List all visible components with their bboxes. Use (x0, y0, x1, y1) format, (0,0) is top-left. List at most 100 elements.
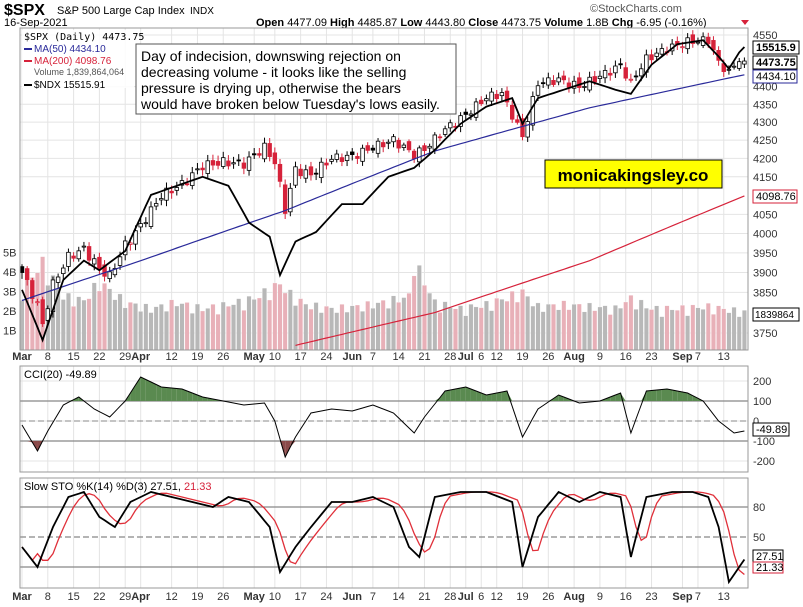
sto-d-line (21, 491, 745, 576)
candle-body (618, 63, 623, 66)
x-tick-label: Jun (342, 591, 362, 603)
volume-bar (685, 315, 690, 351)
volume-bar (499, 299, 505, 351)
candle-body (597, 75, 603, 79)
candle-body (731, 65, 737, 68)
x-tick-label: 17 (295, 351, 307, 363)
volume-bar (220, 301, 226, 351)
volume-bar (164, 311, 169, 351)
candle-body (628, 78, 634, 81)
index-name: S&P 500 Large Cap Index (57, 5, 185, 17)
brand-box: monicakingsley.co (544, 159, 723, 189)
candle-body (520, 118, 525, 138)
volume-tick-label: 1B (3, 326, 16, 338)
candle-body (695, 41, 701, 44)
candle-body (138, 223, 143, 228)
cci-positive-fill (667, 389, 673, 401)
volume-bar (447, 307, 453, 351)
x-tick-label: 22 (93, 351, 105, 363)
volume-bar (654, 305, 660, 351)
x-tick-label: 8 (45, 351, 51, 363)
candle-body (448, 122, 453, 129)
candle-body (602, 70, 608, 79)
volume-bar (24, 276, 30, 351)
x-tick-label: 19 (191, 351, 203, 363)
x-tick-label: Apr (131, 351, 151, 363)
volume-bar (422, 285, 427, 351)
candle-body (551, 80, 556, 85)
candle-body (35, 301, 40, 304)
volume-bar (551, 303, 556, 351)
volume-bar (298, 298, 303, 351)
candle-body (458, 115, 463, 127)
x-tick-label: 24 (320, 591, 332, 603)
cci-title: CCI(20) -49.89 (24, 369, 97, 381)
volume-bar (386, 308, 391, 351)
x-tick-label: Sep (672, 591, 692, 603)
candle-body (639, 68, 644, 77)
x-tick-label: Jul (458, 591, 474, 603)
volume-bar (633, 309, 639, 351)
x-tick-label: 12 (166, 591, 178, 603)
volume-bar (210, 304, 216, 351)
candle-body (417, 147, 422, 163)
candle-body (200, 167, 205, 171)
volume-bar (628, 295, 634, 351)
volume-bar (112, 299, 118, 351)
volume-bar (504, 300, 510, 351)
sto-title-d: 21.33 (184, 481, 212, 493)
candle-body (592, 76, 597, 83)
volume-bar (179, 303, 185, 351)
cci-positive-fill (491, 393, 497, 401)
candle-body (288, 187, 293, 213)
candle-body (262, 142, 267, 160)
candle-body (391, 136, 396, 143)
candle-body (324, 162, 329, 166)
volume-bar (205, 308, 211, 351)
volume-bar (339, 304, 345, 351)
y-tick-label: 3750 (753, 328, 777, 340)
candle-body (535, 85, 541, 96)
candle-body (184, 183, 190, 186)
volume-bar (716, 305, 721, 351)
cci-positive-fill (476, 391, 482, 401)
legend-ma50: MA(50) 4434.10 (34, 44, 106, 55)
candle-body (577, 77, 582, 88)
volume-bar (458, 305, 463, 351)
symbol: $SPX (4, 2, 45, 19)
sto-tick-label: 50 (753, 532, 765, 544)
candle-body (97, 256, 102, 269)
volume-bar (329, 307, 334, 351)
volume-bar (226, 306, 231, 351)
volume-bar (463, 315, 469, 351)
volume-bar (153, 306, 159, 351)
x-tick-label: 26 (217, 591, 229, 603)
candle-body (339, 157, 345, 162)
sto-plot (21, 490, 746, 585)
volume-bar (158, 304, 164, 351)
candle-body (66, 251, 71, 267)
candle-body (81, 245, 87, 248)
cci-plot (21, 376, 745, 459)
price-last-label: 4473.75 (756, 57, 796, 69)
volume-bar (189, 313, 195, 351)
volume-bar (71, 306, 76, 351)
price-plot (19, 30, 747, 346)
y-tick-label: 3950 (753, 248, 777, 260)
volume-bar (690, 304, 696, 351)
volume-bar (287, 289, 293, 351)
candle-body (422, 145, 427, 152)
x-tick-label: 26 (542, 591, 554, 603)
sto-title-k: Slow STO %K(14) %D(3) 27.51, (24, 481, 181, 493)
ma200-last-label: 4098.76 (756, 191, 796, 203)
cci-positive-fill (156, 384, 162, 401)
candle-body (706, 36, 711, 45)
y-tick-label: 4000 (753, 229, 777, 241)
x-tick-label: 9 (597, 351, 603, 363)
x-tick-label: 23 (645, 351, 657, 363)
cci-positive-fill (135, 377, 141, 401)
volume-bar (401, 297, 407, 351)
volume-bar (184, 302, 190, 351)
cci-tick-label: -200 (753, 456, 775, 468)
candle-body (499, 92, 505, 97)
